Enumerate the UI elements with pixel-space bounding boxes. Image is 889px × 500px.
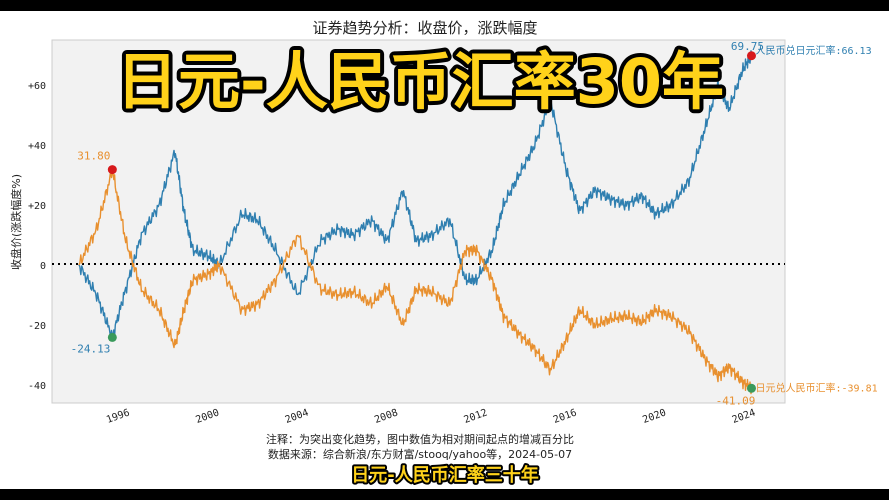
x-tick-label: 1996 [105,407,131,426]
series-group [78,50,753,395]
series-line-1 [78,169,753,395]
y-tick-label: 0 [40,261,46,272]
annotation-marker [107,332,117,342]
bottom-subtitle: 日元-人民币汇率三十年 [351,464,538,486]
y-tick-label: +60 [28,81,46,92]
note-line-1: 注释：为突出变化趋势，图中数值为相对期间起点的增减百分比 [266,432,574,446]
x-tick-label: 2000 [194,407,220,426]
series-end-label: 人民币兑日元汇率:66.13 [755,44,871,57]
annotation-marker [746,51,756,61]
annotations-group: 31.80 -24.13 69.75 -41.09 [71,40,764,408]
annotation-marker [107,165,117,175]
y-tick-label: -40 [28,381,46,392]
bottom-bar [0,489,889,500]
note-line-2: 数据来源：综合新浪/东方财富/stooq/yahoo等，2024-05-07 [268,447,572,461]
chart-title: 证券趋势分析：收盘价，涨跌幅度 [312,19,537,37]
series-end-labels: 人民币兑日元汇率:66.13 日元兑人民币汇率:-39.81 [755,44,877,395]
x-ticks: 1996 2000 2004 2008 2012 2016 2020 2024 [105,407,757,426]
y-tick-label: +20 [28,201,46,212]
x-tick-label: 2004 [284,407,310,426]
annotation-label: -41.09 [716,394,756,407]
y-axis-label: 收盘价(涨跌幅度%) [9,174,23,270]
series-end-label: 日元兑人民币汇率:-39.81 [755,381,877,394]
series-line-0 [78,50,753,340]
x-tick-label: 2024 [731,407,757,426]
x-tick-label: 2016 [552,407,578,426]
x-tick-label: 2012 [463,407,489,426]
x-tick-label: 2020 [641,407,667,426]
overlay-title: 日元-人民币汇率30年 [116,45,724,118]
x-tick-label: 2008 [373,407,399,426]
y-tick-label: +40 [28,141,46,152]
y-tick-label: -20 [28,321,46,332]
annotation-label: -24.13 [71,342,111,355]
annotation-marker [746,383,756,393]
annotation-label: 31.80 [77,150,110,163]
annotation-label: 69.75 [731,40,764,53]
y-ticks: +60 +40 +20 0 -20 -40 [28,81,46,392]
